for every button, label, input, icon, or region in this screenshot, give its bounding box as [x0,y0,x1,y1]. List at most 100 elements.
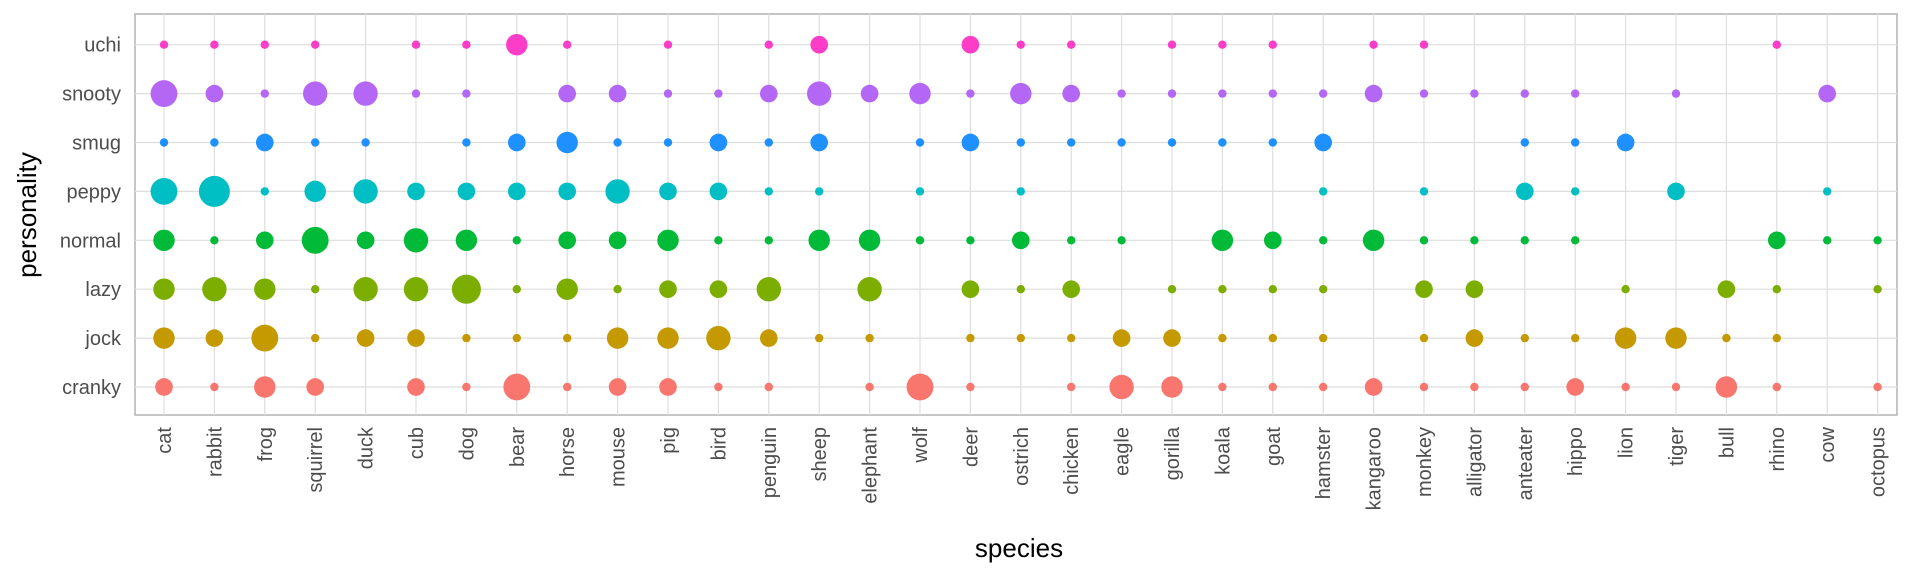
point-squirrel-lazy [311,285,320,294]
point-dog-smug [462,138,471,147]
x-tick-label-rhino: rhino [1767,427,1789,471]
point-anteater-cranky [1520,382,1530,392]
x-tick-label-monkey: monkey [1414,427,1436,497]
x-tick-label-tiger: tiger [1666,427,1688,466]
point-cub-uchi [411,40,421,49]
point-hippo-normal [1571,236,1580,245]
point-cow-normal [1823,236,1832,245]
point-bull-cranky [1715,376,1738,398]
point-monkey-uchi [1419,40,1429,49]
point-hamster-snooty [1319,89,1328,98]
point-rhino-jock [1772,333,1782,343]
point-rabbit-cranky [210,382,219,392]
x-tick-label-lion: lion [1616,427,1638,458]
x-tick-label-goat: goat [1263,427,1285,466]
point-koala-uchi [1218,40,1227,49]
point-hamster-normal [1319,236,1328,245]
point-duck-snooty [353,81,378,106]
point-mouse-normal [608,231,627,250]
y-tick-label-jock: jock [84,328,122,350]
point-rabbit-normal [210,236,219,245]
point-lion-cranky [1621,382,1630,392]
point-alligator-lazy [1465,280,1484,299]
point-kangaroo-snooty [1364,84,1383,103]
point-rabbit-peppy [198,175,230,207]
y-tick-label-normal: normal [60,230,121,252]
point-wolf-snooty [909,82,931,105]
x-tick-label-horse: horse [557,427,579,477]
point-dog-uchi [462,40,471,49]
y-tick-label-peppy: peppy [67,181,122,203]
point-frog-uchi [260,40,269,49]
point-duck-jock [356,329,375,347]
point-squirrel-uchi [311,40,320,49]
y-axis-title: personality [12,152,42,278]
y-tick-label-cranky: cranky [62,377,121,399]
point-rhino-cranky [1772,382,1782,392]
point-anteater-snooty [1520,89,1530,98]
x-tick-label-frog: frog [255,427,277,461]
point-koala-smug [1218,138,1227,147]
x-tick-label-wolf: wolf [910,427,932,464]
point-penguin-snooty [759,84,778,103]
point-eagle-normal [1117,236,1126,245]
point-pig-jock [657,327,679,349]
point-ostrich-uchi [1016,40,1025,49]
point-squirrel-jock [311,333,320,343]
point-anteater-smug [1520,138,1530,147]
point-dog-cranky [462,382,471,392]
point-horse-normal [558,231,577,250]
point-cow-peppy [1823,187,1832,196]
point-sheep-normal [808,229,830,252]
x-tick-label-penguin: penguin [759,427,781,498]
x-tick-labels: cat rabbit frog squirrel duck cub dog bear horse… [154,426,1890,510]
x-tick-label-gorilla: gorilla [1162,426,1184,480]
point-monkey-peppy [1419,187,1429,196]
point-goat-normal [1263,231,1282,250]
point-eagle-jock [1112,329,1131,347]
point-horse-jock [563,333,572,343]
point-eagle-snooty [1117,89,1126,98]
x-tick-label-ostrich: ostrich [1011,427,1033,486]
point-chicken-jock [1067,333,1076,343]
x-tick-label-bull: bull [1716,427,1738,458]
x-tick-label-hamster: hamster [1313,427,1335,500]
point-goat-smug [1268,138,1278,147]
point-horse-cranky [563,382,572,392]
point-sheep-uchi [810,35,829,54]
point-frog-snooty [260,89,269,98]
point-monkey-cranky [1419,382,1429,392]
point-octopus-normal [1873,236,1882,245]
point-chicken-snooty [1062,84,1081,103]
point-bird-normal [714,236,723,245]
point-gorilla-uchi [1167,40,1177,49]
x-tick-label-eagle: eagle [1112,427,1134,476]
point-sheep-snooty [807,81,832,106]
point-gorilla-lazy [1167,285,1177,294]
point-tiger-snooty [1671,89,1681,98]
point-cat-normal [153,229,175,252]
point-rabbit-uchi [210,40,219,49]
data-points [150,33,1882,401]
point-chicken-normal [1067,236,1076,245]
point-hippo-smug [1571,138,1580,147]
point-chicken-lazy [1062,280,1081,299]
point-elephant-jock [865,333,874,343]
point-gorilla-cranky [1161,376,1183,398]
point-squirrel-cranky [306,378,325,396]
point-hamster-peppy [1319,187,1328,196]
point-hamster-lazy [1319,285,1328,294]
point-pig-lazy [659,280,677,299]
x-tick-label-cow: cow [1817,426,1839,462]
x-tick-label-mouse: mouse [608,427,630,487]
point-mouse-snooty [608,84,627,103]
x-tick-label-anteater: anteater [1515,427,1537,501]
point-cub-peppy [407,182,425,201]
point-cub-cranky [407,378,425,396]
point-monkey-snooty [1419,89,1429,98]
point-pig-normal [657,229,679,252]
point-eagle-smug [1117,138,1126,147]
x-tick-label-octopus: octopus [1868,427,1890,497]
grid-lines [135,14,1897,415]
